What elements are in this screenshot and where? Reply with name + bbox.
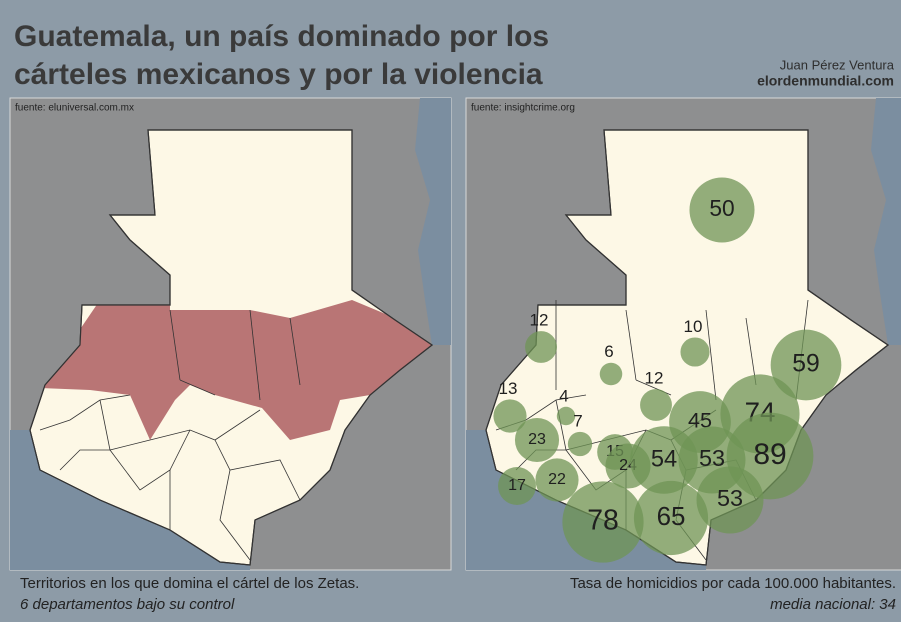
bubble-label: 65 — [657, 501, 686, 531]
bubble-label: 4 — [559, 386, 568, 405]
department-border — [745, 317, 757, 386]
source: fuente: eluniversal.com.mx — [15, 103, 134, 114]
bubble — [696, 466, 764, 534]
bubble-label: 12 — [530, 311, 549, 330]
site: elordenmundial.com — [757, 73, 894, 89]
department-border — [149, 409, 261, 441]
department-border — [289, 317, 301, 386]
bubble-label: 59 — [792, 351, 820, 378]
bubble — [640, 389, 672, 421]
bubble — [689, 177, 755, 243]
subcaption: media nacional: 34 — [770, 596, 896, 613]
department-border — [59, 449, 110, 471]
map-panel: fuente: eluniversal.com.mx — [9, 97, 452, 571]
bubble-label: 6 — [604, 342, 613, 361]
country-outline — [29, 129, 434, 566]
bubble — [770, 329, 842, 401]
bubble — [525, 331, 557, 363]
bubble — [493, 399, 527, 433]
zetas-territory — [40, 300, 432, 440]
department-border — [625, 309, 637, 381]
bubble — [599, 362, 623, 386]
bubble — [556, 406, 576, 426]
sea — [871, 98, 901, 345]
bubble — [562, 481, 644, 563]
sea — [466, 430, 706, 570]
bubble-label: 53 — [717, 485, 743, 511]
title: cárteles mexicanos y por la violencia — [14, 58, 543, 91]
bubble-label: 12 — [645, 369, 664, 388]
department-border — [219, 469, 251, 561]
bubble-label: 10 — [684, 317, 703, 336]
bubble — [633, 480, 709, 556]
bubble — [567, 431, 593, 457]
department-border — [705, 309, 717, 401]
bubble — [680, 337, 710, 367]
sea — [10, 430, 250, 570]
bubble-label: 89 — [753, 438, 786, 471]
caption: Tasa de homicidios por cada 100.000 habi… — [570, 575, 896, 592]
department-border — [39, 394, 131, 431]
title: Guatemala, un país dominado por los — [14, 20, 549, 53]
source: fuente: insightcrime.org — [471, 103, 575, 114]
bubble-label: 13 — [499, 379, 518, 398]
sea — [415, 98, 451, 345]
department-border — [109, 429, 191, 491]
department-border — [214, 439, 301, 501]
bubble-label: 78 — [587, 505, 619, 537]
caption: Territorios en los que domina el cártel … — [20, 575, 359, 592]
bubble-label: 22 — [548, 471, 566, 488]
bubble-label: 17 — [508, 477, 526, 494]
bubble — [630, 426, 698, 494]
bubble-label: 23 — [528, 431, 546, 448]
department-border — [249, 309, 261, 401]
bubbles: 5012106591341274574231524545389172278655… — [493, 177, 842, 563]
department-border — [179, 379, 216, 396]
subcaption: 6 departamentos bajo su control — [20, 596, 235, 613]
department-border — [169, 309, 181, 381]
bubble-label: 7 — [573, 411, 582, 430]
bubble — [514, 417, 560, 463]
bubble — [535, 458, 579, 502]
bubble-label: 53 — [699, 445, 725, 471]
bubble-label: 50 — [709, 195, 734, 221]
bubble — [498, 467, 536, 505]
author: Juan Pérez Ventura — [780, 57, 895, 72]
bubble-label: 54 — [651, 446, 677, 472]
